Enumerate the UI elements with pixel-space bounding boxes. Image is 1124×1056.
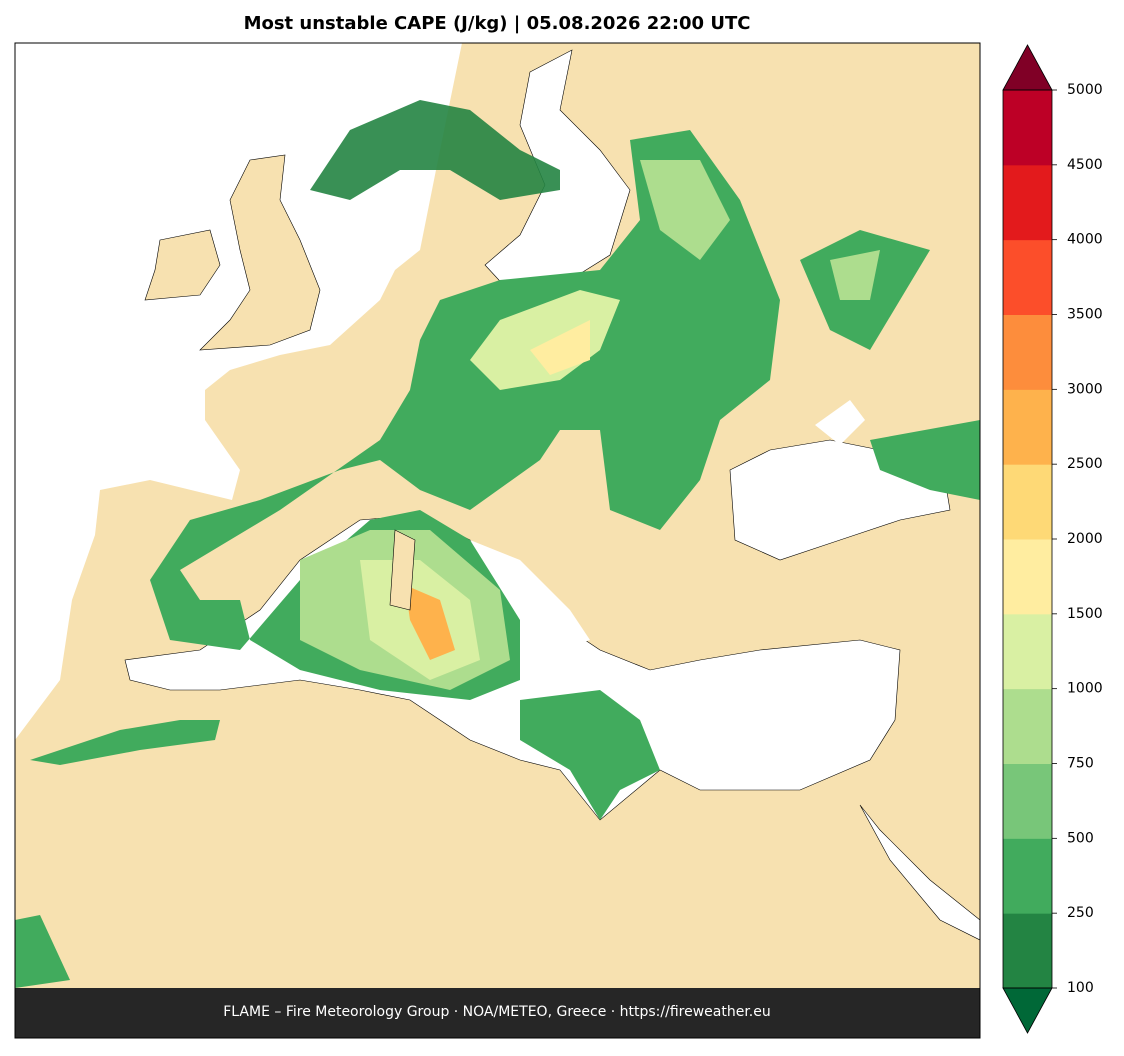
cape-area (310, 100, 560, 200)
colorbar-segment (1003, 763, 1052, 839)
colorbar-tick-label: 2000 (1067, 531, 1103, 547)
colorbar-tick-label: 4000 (1067, 232, 1103, 248)
colorbar-segment (1003, 539, 1052, 615)
colorbar-tick-label: 2500 (1067, 456, 1103, 472)
cape-area (870, 420, 980, 500)
cape-area (405, 585, 455, 660)
colorbar-segment (1003, 688, 1052, 764)
cape-area (530, 320, 590, 375)
colorbar-tick-label: 1500 (1067, 606, 1103, 622)
colorbar-segment (1003, 389, 1052, 465)
colorbar-tick-label: 3500 (1067, 307, 1103, 323)
colorbar-segment (1003, 239, 1052, 315)
colorbar-tick-label: 100 (1067, 980, 1094, 996)
colorbar-tick-label: 3000 (1067, 381, 1103, 397)
sea (859, 804, 980, 941)
cape-area (470, 290, 620, 390)
colorbar-segment (1003, 838, 1052, 914)
sea (470, 540, 590, 650)
colorbar-tick-label: 250 (1067, 905, 1094, 921)
map-area: FLAME – Fire Meteorology Group · NOA/MET… (15, 43, 980, 1038)
map-title: Most unstable CAPE (J/kg) | 05.08.2026 2… (244, 13, 751, 34)
colorbar-extend-max (1002, 44, 1053, 91)
map-frame (14, 42, 981, 1039)
colorbar-tick-label: 5000 (1067, 82, 1103, 98)
colorbar-extend-min (1002, 987, 1053, 1034)
cape-area (150, 130, 780, 700)
land (144, 229, 221, 301)
colorbar-tick-label: 500 (1067, 830, 1094, 846)
footer-credit: FLAME – Fire Meteorology Group · NOA/MET… (223, 1004, 771, 1020)
cape-area (30, 720, 220, 765)
land (440, 43, 980, 250)
cape-area (830, 250, 880, 300)
colorbar-tick-label: 4500 (1067, 157, 1103, 173)
cape-area (640, 160, 730, 260)
colorbar-segment (1003, 164, 1052, 241)
cape-area (520, 690, 660, 820)
sea (815, 400, 865, 445)
sea (15, 43, 468, 740)
colorbar-tick-label: 1000 (1067, 681, 1103, 697)
colorbar-tick-label: 750 (1067, 756, 1094, 772)
land (199, 154, 321, 351)
colorbar-segment (1003, 90, 1052, 166)
colorbar: 100 250 500 750 1000 1500 2000 2500 3000 3500 4000… (1002, 44, 1103, 1034)
colorbar-segment (1003, 314, 1052, 390)
island (389, 529, 416, 611)
colorbar-segment (1003, 464, 1052, 540)
colorbar-segment (1003, 913, 1052, 989)
colorbar-segment (1003, 613, 1052, 690)
cape-area (15, 915, 70, 988)
footer-band (15, 988, 980, 1038)
